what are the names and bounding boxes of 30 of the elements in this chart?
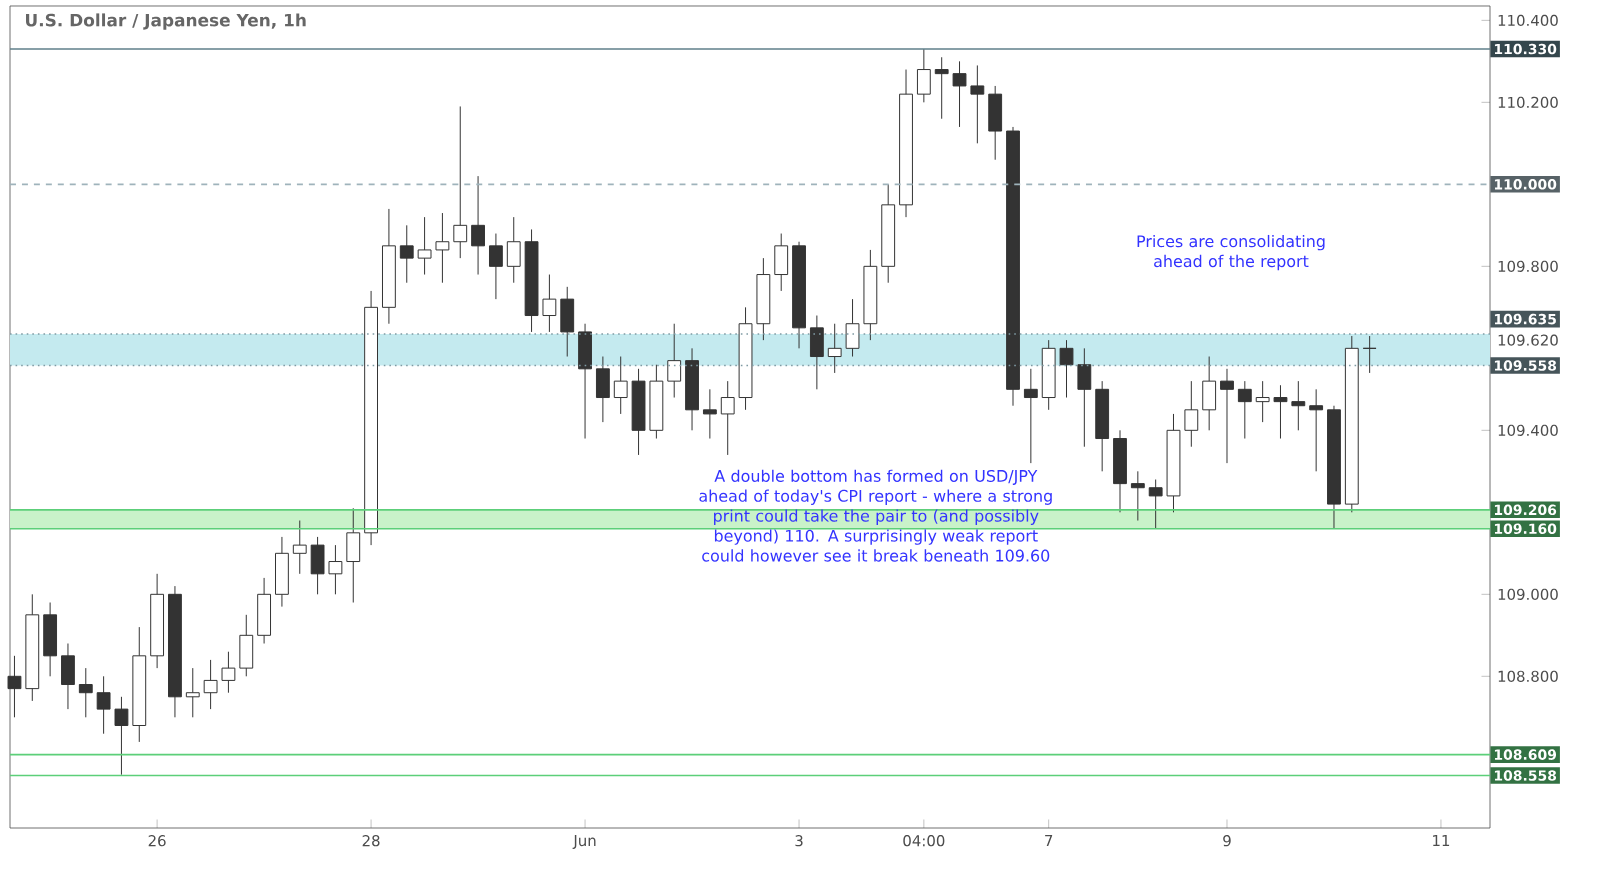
candlestick — [774, 233, 789, 292]
candlestick — [916, 48, 931, 103]
chart-title: U.S. Dollar / Japanese Yen, 1h — [26, 13, 306, 30]
candlestick — [595, 356, 610, 423]
candlestick — [257, 577, 272, 645]
candlestick — [667, 323, 682, 399]
candlestick — [453, 105, 468, 259]
candlestick — [1202, 356, 1217, 431]
candlestick — [292, 520, 307, 575]
candlestick — [988, 85, 1003, 161]
candlestick — [1023, 368, 1038, 464]
candlestick — [1130, 470, 1145, 522]
candlestick — [1220, 368, 1234, 464]
candlestick — [1362, 335, 1377, 374]
candlestick — [78, 667, 93, 718]
candlestick — [61, 643, 75, 710]
candlestick — [560, 286, 575, 358]
candlestick — [471, 175, 485, 276]
candlestick — [1237, 380, 1252, 440]
candlestick — [1113, 429, 1127, 513]
candlestick — [809, 315, 824, 390]
candlestick — [275, 536, 289, 608]
candlestick — [399, 224, 414, 284]
candlestick — [1309, 388, 1324, 472]
candlestick — [43, 602, 58, 677]
candlestick — [488, 233, 503, 300]
candlestick — [578, 323, 592, 440]
candlestick — [346, 507, 361, 604]
candlestick — [702, 388, 717, 440]
candlestick — [185, 667, 200, 718]
